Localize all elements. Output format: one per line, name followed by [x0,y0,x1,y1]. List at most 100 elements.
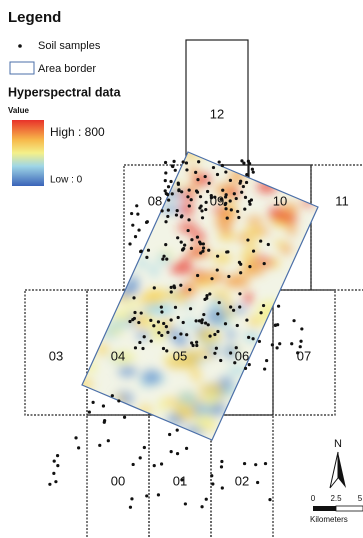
soil-sample [185,333,188,336]
soil-sample [145,494,148,497]
soil-sample [278,342,281,345]
raster-patch [246,240,258,250]
soil-sample [202,242,205,245]
soil-sample [140,250,143,253]
soil-sample [165,258,168,261]
soil-sample [162,255,165,258]
soil-sample [147,249,150,252]
soil-sample [189,307,192,310]
soil-sample [216,173,219,176]
soil-sample [242,161,245,164]
raster-patch [274,240,284,247]
soil-sample [220,465,223,468]
soil-sample [252,337,255,340]
soil-sample [220,460,223,463]
soil-sample [176,209,179,212]
soil-sample [164,161,167,164]
raster-patch [180,203,193,215]
soil-sample [175,213,178,216]
soil-sample [139,456,142,459]
soil-sample [245,318,248,321]
soil-sample [103,421,106,424]
soil-sample [290,342,293,345]
soil-sample [164,189,167,192]
raster-patch [156,303,174,315]
soil-sample [164,243,167,246]
raster-patch [194,275,214,288]
soil-sample [230,208,233,211]
soil-sample [207,249,210,252]
soil-sample [153,464,156,467]
soil-sample [245,181,248,184]
soil-sample [170,318,173,321]
soil-sample [111,394,114,397]
soil-sample [141,347,144,350]
soil-sample [252,250,255,253]
scale-unit: Kilometers [310,515,348,524]
soil-sample [131,318,134,321]
raster-patch [106,327,125,334]
soil-sample [196,178,199,181]
tile-label: 00 [111,473,125,488]
soil-sample [170,450,173,453]
soil-sample [167,185,170,188]
soil-sample [263,262,266,265]
soil-sample [173,336,176,339]
soil-sample [176,429,179,432]
soil-sample [204,208,207,211]
soil-sample [172,160,175,163]
raster-patch [125,301,140,308]
tile-label: 04 [111,348,125,363]
soil-sample [190,238,193,241]
soil-sample [196,274,199,277]
soil-sample [166,331,169,334]
soil-sample [226,216,229,219]
soil-sample [248,363,251,366]
raster-field: Value [8,106,29,115]
soil-sample [182,321,185,324]
tile-label: 07 [297,348,311,363]
soil-sample [133,311,136,314]
soil-sample [238,305,241,308]
soil-sample [176,452,179,455]
soil-sample [146,220,149,223]
soil-sample [190,247,193,250]
soil-sample [167,198,170,201]
raster-patch [230,169,245,183]
soil-sample [188,288,191,291]
soil-sample [173,286,176,289]
soil-sample [199,251,202,254]
soil-sample [224,207,227,210]
soil-sample [218,301,221,304]
soil-sample [252,171,255,174]
soil-sample [256,481,259,484]
soil-sample [210,474,213,477]
soil-sample [182,247,185,250]
soil-sample [227,275,230,278]
soil-sample [247,336,250,339]
soil-sample [224,195,227,198]
soil-sample [213,352,216,355]
legend-item: Soil samples [38,40,101,52]
soil-sample [224,170,227,173]
north-arrow [338,452,346,488]
soil-sample [229,199,232,202]
raster-patch [142,370,162,385]
soil-sample [275,346,278,349]
soil-sample [199,195,202,198]
soil-sample [195,344,198,347]
soil-sample [128,242,131,245]
raster-patch [159,399,167,412]
soil-sample [177,188,180,191]
soil-sample [177,183,180,186]
soil-sample [161,209,164,212]
soil-sample [102,404,105,407]
soil-sample [229,305,232,308]
soil-sample [180,190,183,193]
raster-patch [217,232,237,241]
soil-sample [218,160,221,163]
soil-sample [164,220,167,223]
soil-sample [161,258,164,261]
soil-sample [162,322,165,325]
soil-sample [254,463,257,466]
